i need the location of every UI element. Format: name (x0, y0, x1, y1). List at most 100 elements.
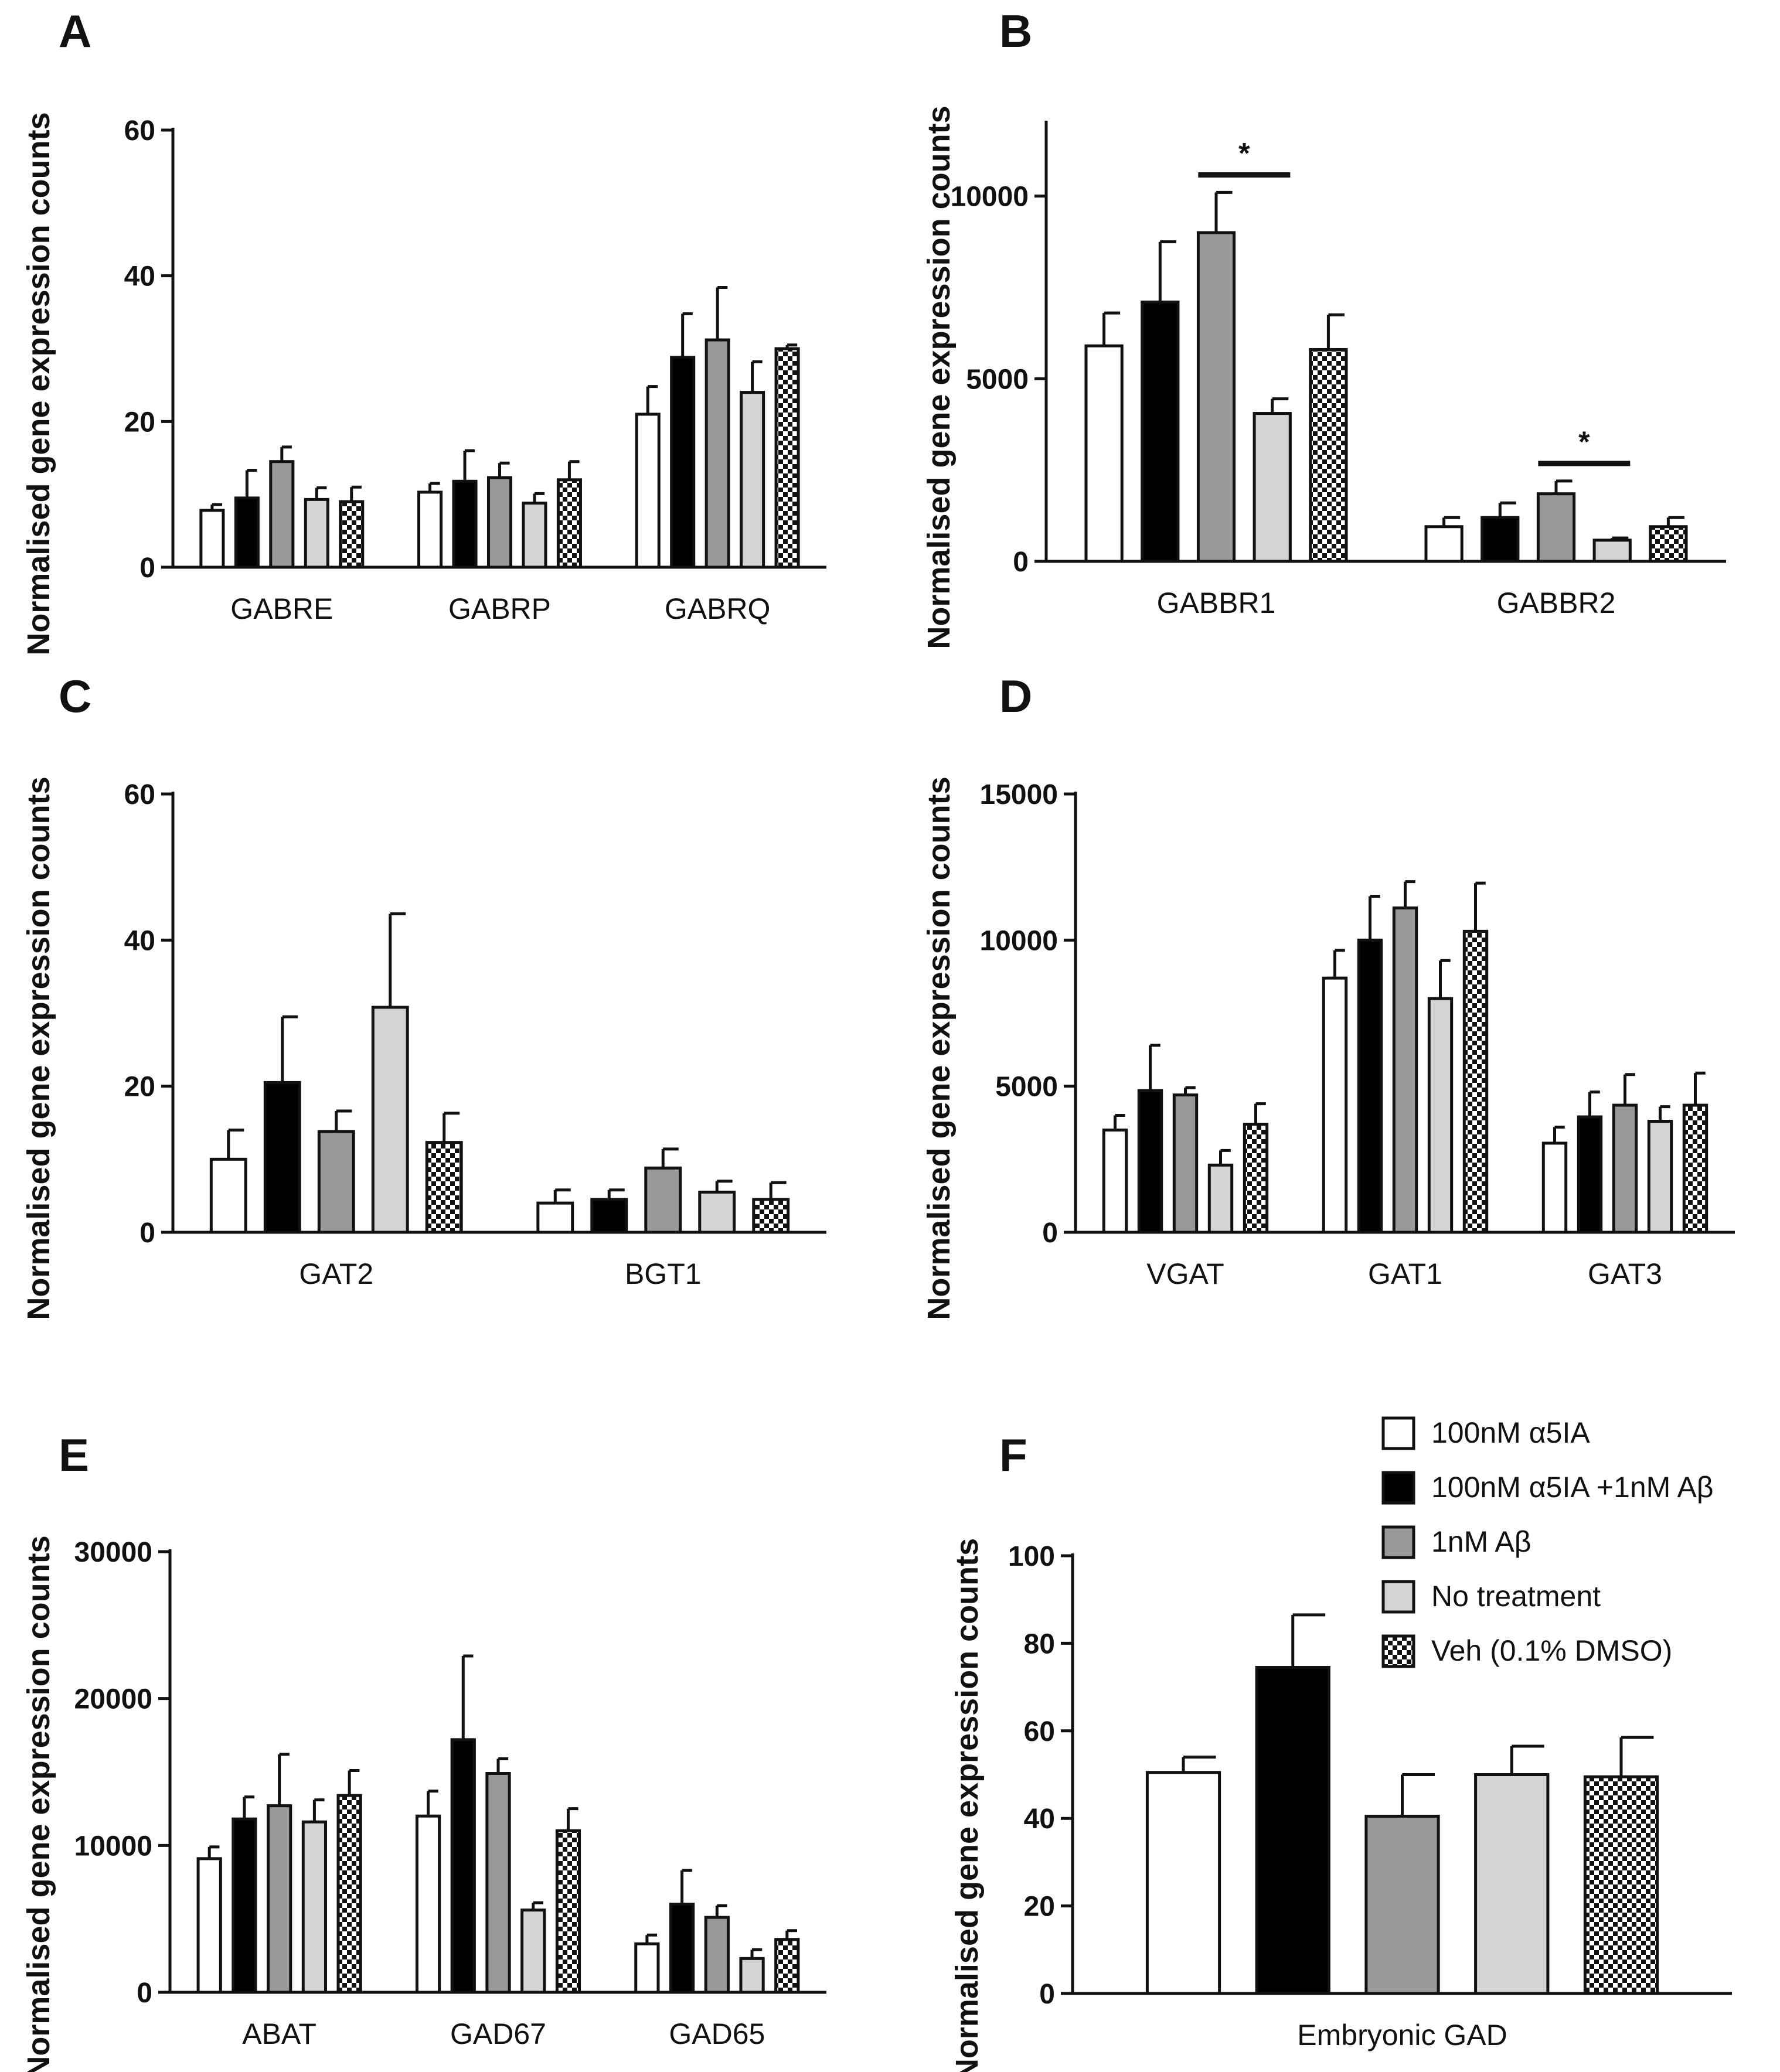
bar-e-gad67-ab (485, 1772, 511, 1994)
bar-d-vgat-ab (1172, 1093, 1199, 1234)
legend-swatch (1381, 1416, 1415, 1450)
panel-b: B Normalised gene expression counts 0 5000 1… (921, 5, 1726, 649)
bar-c-bgt1-none (698, 1190, 736, 1234)
legend-item-ab: 1nM Aβ (1381, 1525, 1531, 1559)
bar-e-gad65-ab (704, 1916, 730, 1994)
bar-c-gat2-ab (317, 1130, 355, 1234)
panel-letter: A (59, 5, 91, 57)
panel-c: C Normalised gene expression counts 0 20 40 6… (21, 670, 826, 1320)
bar-c-gat2-a5ia (209, 1157, 247, 1234)
bar-a-gabrq-a5ia_ab (670, 356, 696, 569)
bar-c-bgt1-veh (752, 1198, 790, 1234)
x-category-label: GABRP (448, 592, 551, 625)
y-tick-label: 40 (1024, 1804, 1055, 1835)
bar-a-gabrp-a5ia_ab (452, 479, 478, 569)
x-category-label: ABAT (242, 2018, 316, 2050)
bar-f-embryonic-gad-a5ia (1145, 1771, 1221, 1995)
bar-a-gabrq-a5ia (635, 413, 661, 569)
bar-a-gabrq-ab (704, 338, 730, 569)
bar-e-gad67-a5ia_ab (450, 1738, 476, 1994)
x-category-label: GAT1 (1368, 1257, 1442, 1290)
bar-d-vgat-none (1207, 1163, 1234, 1234)
bar-d-gat3-a5ia_ab (1577, 1115, 1603, 1234)
bar-e-abat-a5ia (196, 1857, 222, 1994)
x-category-label: GAT2 (299, 1257, 373, 1290)
bar-a-gabre-a5ia (199, 509, 225, 569)
bar-f-embryonic-gad-ab (1364, 1814, 1440, 1995)
bar-e-gad65-a5ia (634, 1942, 660, 1994)
y-tick-label: 20 (124, 407, 155, 438)
bar-d-vgat-veh (1243, 1122, 1269, 1234)
bar-e-gad65-none (739, 1957, 765, 1994)
bar-c-gat2-none (371, 1006, 409, 1234)
y-tick-label: 80 (1024, 1628, 1055, 1659)
legend-swatch (1381, 1525, 1415, 1559)
panel-letter: B (999, 5, 1032, 57)
panel-d: D Normalised gene expression counts 0 5000 1… (921, 670, 1735, 1320)
y-tick-label: 40 (124, 925, 155, 956)
bar-b-gabbr2-none (1592, 539, 1632, 563)
bar-f-embryonic-gad-veh (1583, 1775, 1659, 1995)
y-tick-label: 10000 (980, 925, 1058, 956)
y-tick-label: 60 (124, 115, 155, 146)
bar-c-bgt1-ab (644, 1166, 682, 1234)
bar-d-gat3-none (1647, 1120, 1673, 1234)
bar-c-bgt1-a5ia (536, 1201, 574, 1234)
y-tick-label: 0 (1013, 547, 1029, 578)
panel-e: E Normalised gene expression counts 0 10000… (21, 1429, 826, 2072)
bar-a-gabre-veh (339, 500, 365, 569)
bar-a-gabrp-veh (556, 478, 582, 569)
legend-label: 1nM Aβ (1431, 1525, 1531, 1558)
bar-e-gad67-none (520, 1909, 546, 1994)
panel-a: A Normalised gene expression counts 0 20 40 6… (21, 5, 826, 656)
panel-f: F Normalised gene expression counts 0 20 40 6… (949, 1429, 1732, 2072)
x-category-label: BGT1 (625, 1257, 702, 1290)
legend: 100nM α5IA 100nM α5IA +1nM Aβ 1nM Aβ No tre… (1381, 1416, 1714, 1668)
y-tick-label: 20000 (74, 1684, 152, 1715)
bar-b-gabbr2-veh (1649, 525, 1688, 563)
bar-a-gabre-ab (269, 460, 295, 569)
bar-a-gabre-none (304, 497, 329, 569)
y-tick-label: 0 (1042, 1218, 1058, 1249)
bar-b-gabbr1-ab (1196, 231, 1236, 563)
x-category-label: GABBR1 (1157, 587, 1276, 619)
bar-a-gabrp-a5ia (417, 490, 443, 569)
legend-item-veh: Veh (0.1% DMSO) (1381, 1634, 1672, 1668)
bar-e-abat-veh (336, 1794, 362, 1994)
legend-item-none: No treatment (1381, 1580, 1601, 1614)
y-tick-label: 5000 (995, 1072, 1058, 1103)
panel-letter: C (59, 670, 91, 722)
bar-e-gad65-veh (774, 1938, 800, 1994)
bar-d-gat1-a5ia_ab (1357, 938, 1383, 1234)
y-tick-label: 0 (1039, 1979, 1055, 2010)
legend-swatch (1381, 1580, 1415, 1614)
bar-a-gabrp-ab (486, 476, 513, 569)
bar-b-gabbr2-a5ia (1424, 525, 1464, 563)
y-axis-label: Normalised gene expression counts (21, 776, 56, 1320)
bar-e-gad65-a5ia_ab (669, 1903, 695, 1994)
bar-b-gabbr1-a5ia (1084, 344, 1124, 563)
y-tick-label: 0 (139, 1218, 155, 1249)
bar-a-gabrq-veh (774, 347, 800, 569)
x-category-label: VGAT (1146, 1257, 1224, 1290)
bar-f-embryonic-gad-none (1474, 1773, 1550, 1995)
y-tick-label: 20 (1024, 1892, 1055, 1923)
bar-d-gat3-veh (1682, 1103, 1708, 1234)
bar-d-gat3-a5ia (1541, 1141, 1568, 1234)
bar-f-embryonic-gad-a5ia_ab (1255, 1665, 1330, 1995)
bar-c-gat2-veh (425, 1141, 463, 1234)
y-tick-label: 10000 (74, 1831, 152, 1862)
bar-e-gad67-veh (555, 1829, 581, 1994)
bar-e-abat-ab (267, 1804, 292, 1994)
x-category-label: GAT3 (1588, 1257, 1662, 1290)
bar-b-gabbr1-none (1253, 412, 1292, 563)
bar-e-gad67-a5ia (415, 1814, 441, 1994)
y-tick-label: 0 (139, 553, 155, 584)
bar-c-gat2-a5ia_ab (263, 1081, 301, 1234)
bar-e-abat-none (301, 1820, 328, 1994)
x-category-label: GABRQ (665, 592, 771, 625)
bar-a-gabre-a5ia_ab (234, 496, 260, 569)
y-axis-label: Normalised gene expression counts (949, 1538, 985, 2072)
bar-a-gabrp-none (522, 502, 547, 569)
significance-star: * (1238, 137, 1250, 170)
